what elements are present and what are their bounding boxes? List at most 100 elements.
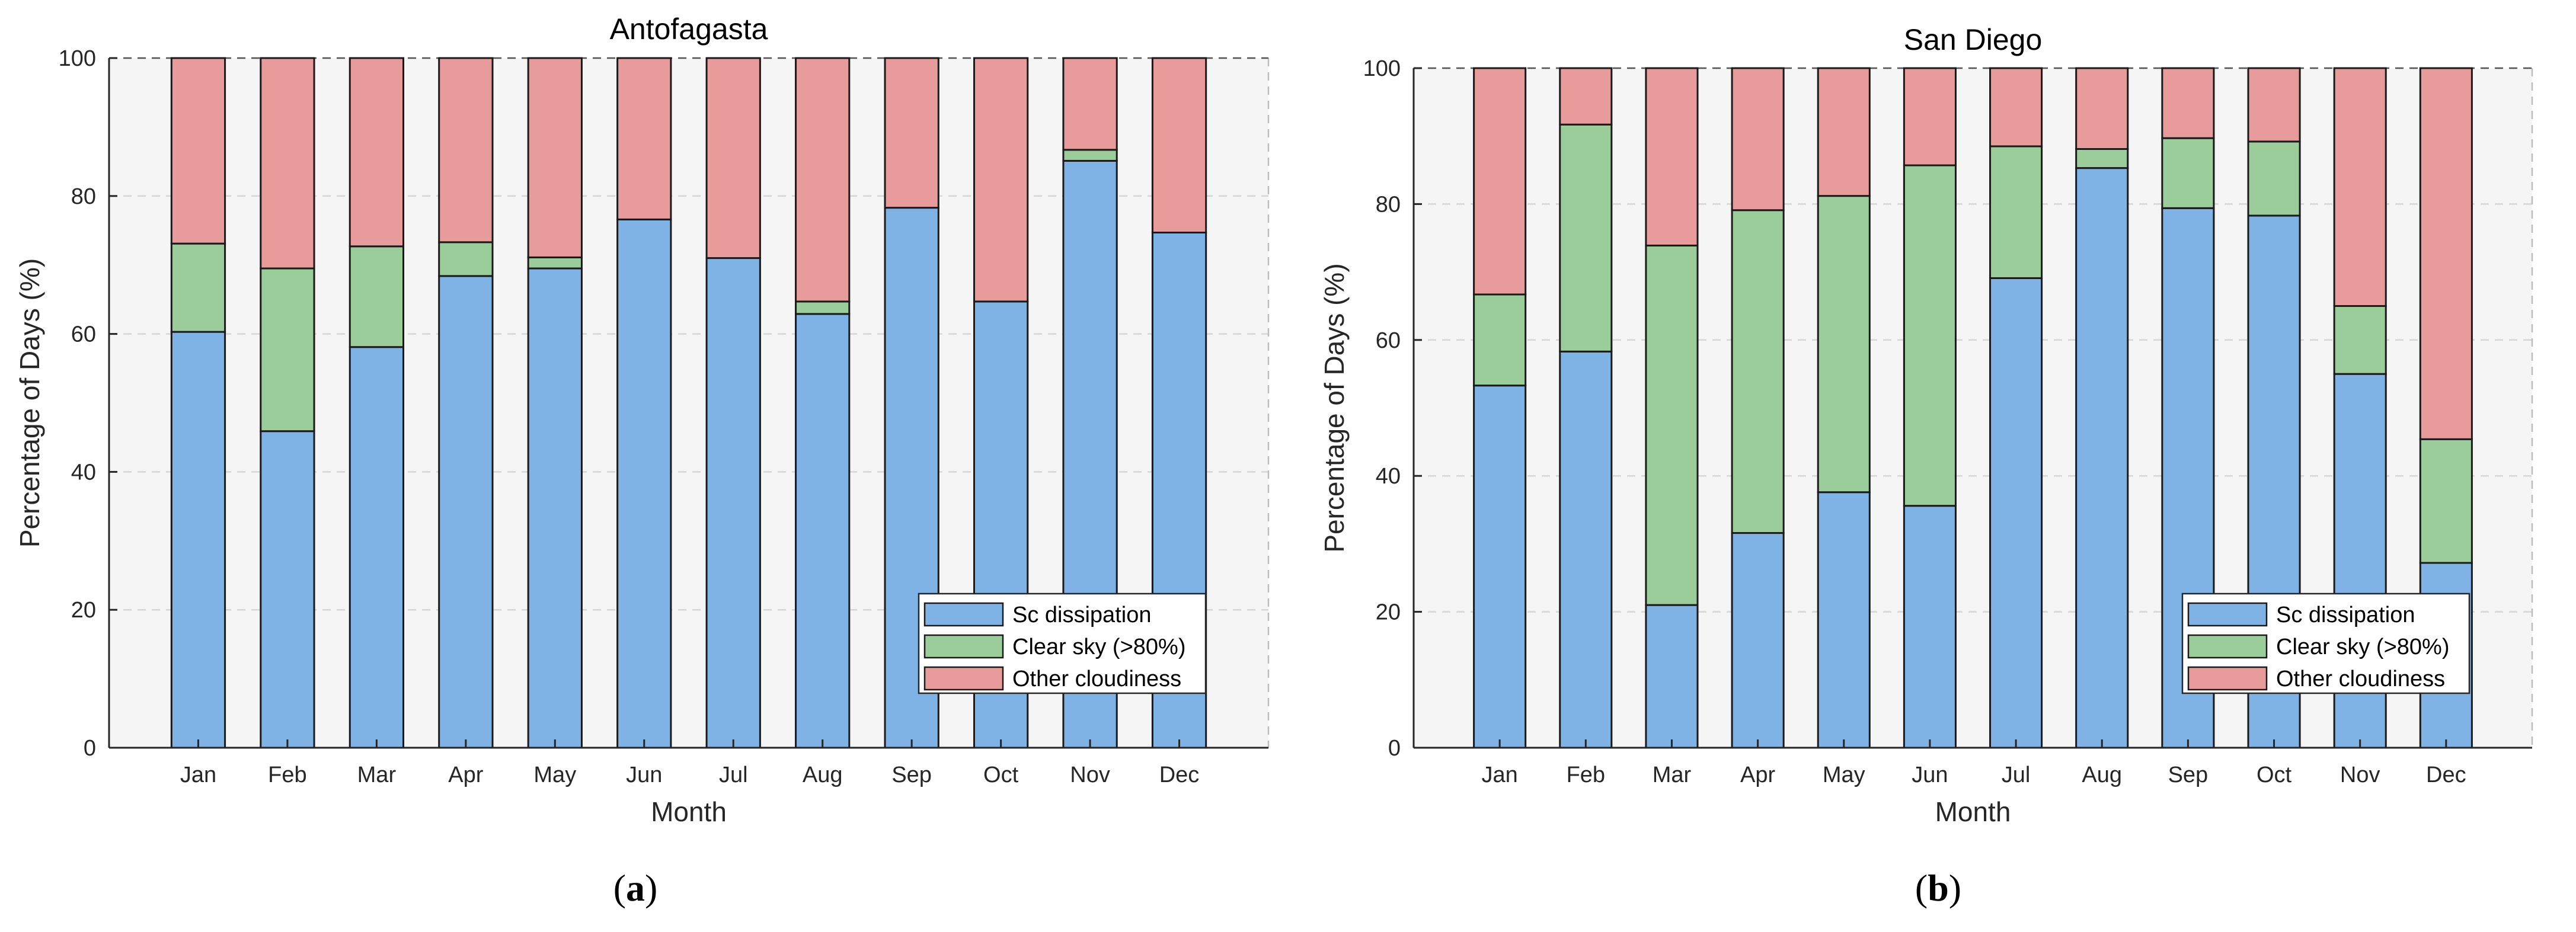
chart-title-antofagasta: Antofagasta [610, 12, 768, 46]
bar-san_diego-feb-sc-dissipation [1559, 350, 1613, 749]
bar-antofagasta-nov-clear-sky [1062, 149, 1118, 162]
bar-san_diego-jan-sc-dissipation [1473, 385, 1527, 749]
bar-san_diego-jan-clear-sky [1473, 293, 1527, 387]
x-axis-label: Month [651, 796, 727, 827]
bar-san_diego-aug-sc-dissipation [2075, 167, 2129, 749]
y-axis-label: Percentage of Days (%) [1319, 263, 1350, 552]
bar-san_diego-apr-sc-dissipation [1731, 532, 1785, 749]
legend-san_diego: Sc dissipation Clear sky (>80%) Other clou… [2181, 592, 2470, 694]
x-tick-label-jan: Jan [180, 763, 216, 787]
bar-san_diego-feb-other-cloudiness [1559, 67, 1613, 126]
x-tick-label-dec: Dec [2426, 763, 2466, 787]
bar-antofagasta-dec-other-cloudiness [1151, 57, 1207, 233]
bar-san_diego-jul-sc-dissipation [1989, 277, 2043, 749]
legend-label-other-cloudiness: Other cloudiness [2276, 667, 2445, 691]
bar-san_diego-nov-other-cloudiness [2333, 67, 2387, 307]
bar-antofagasta-oct-other-cloudiness [973, 57, 1029, 303]
x-tick-label-feb: Feb [268, 763, 306, 787]
bar-san_diego-mar-sc-dissipation [1645, 604, 1699, 749]
y-tick-label-80: 80 [71, 184, 96, 209]
legend-label-other-cloudiness: Other cloudiness [1012, 667, 1181, 691]
x-tick-label-jul: Jul [2002, 763, 2031, 787]
chart-title-san_diego: San Diego [1904, 23, 2043, 56]
bar-antofagasta-jul-other-cloudiness [705, 57, 761, 260]
bar-antofagasta-may-other-cloudiness [527, 57, 583, 258]
bar-san_diego-dec-clear-sky [2419, 438, 2473, 564]
bar-san_diego-may-other-cloudiness [1817, 67, 1871, 197]
panel-label-b: (b) [1915, 867, 1961, 909]
y-tick-label-100: 100 [1363, 56, 1401, 81]
x-tick-label-dec: Dec [1159, 763, 1200, 787]
bar-antofagasta-feb-sc-dissipation [260, 430, 315, 749]
bar-antofagasta-aug-sc-dissipation [795, 313, 851, 749]
y-tick-label-20: 20 [71, 598, 96, 623]
bar-antofagasta-mar-sc-dissipation [349, 346, 405, 749]
bar-antofagasta-sep-other-cloudiness [884, 57, 939, 209]
bar-san_diego-jun-clear-sky [1903, 164, 1957, 507]
x-tick-label-sep: Sep [891, 763, 932, 787]
bar-san_diego-mar-other-cloudiness [1645, 67, 1699, 246]
bar-antofagasta-jan-clear-sky [170, 242, 226, 333]
bar-antofagasta-jun-sc-dissipation [616, 218, 672, 749]
x-axis-label: Month [1935, 796, 2011, 827]
legend-label-clear-sky: Clear sky (>80%) [2276, 635, 2449, 659]
chart-panel-antofagasta: 0 20 40 60 80 100 Jan Feb Mar Apr May Jun Jul Aug Sep O… [14, 12, 1270, 909]
x-tick-label-oct: Oct [2257, 763, 2292, 787]
legend-swatch-clear-sky [923, 634, 1004, 659]
bar-san_diego-sep-clear-sky [2161, 137, 2215, 209]
y-tick-label-20: 20 [1376, 600, 1401, 625]
bar-antofagasta-feb-clear-sky [260, 267, 315, 433]
x-tick-label-aug: Aug [803, 763, 843, 787]
bar-san_diego-aug-clear-sky [2075, 148, 2129, 169]
bar-antofagasta-apr-sc-dissipation [438, 275, 494, 749]
bar-antofagasta-may-clear-sky [527, 256, 583, 270]
bar-san_diego-may-clear-sky [1817, 195, 1871, 494]
y-tick-label-0: 0 [1388, 736, 1401, 761]
bar-san_diego-apr-other-cloudiness [1731, 67, 1785, 212]
legend-label-sc-dissipation: Sc dissipation [2276, 603, 2415, 627]
bar-san_diego-jun-other-cloudiness [1903, 67, 1957, 166]
x-tick-label-mar: Mar [357, 763, 397, 787]
legend-swatch-other-cloudiness [2187, 666, 2268, 691]
x-tick-label-may: May [1823, 763, 1865, 787]
x-tick-label-jun: Jun [1912, 763, 1948, 787]
bar-san_diego-jul-clear-sky [1989, 145, 2043, 279]
bar-san_diego-feb-clear-sky [1559, 123, 1613, 353]
y-tick-label-80: 80 [1376, 192, 1401, 217]
x-tick-label-jul: Jul [719, 763, 748, 787]
bar-antofagasta-jun-other-cloudiness [616, 57, 672, 220]
bar-antofagasta-jul-sc-dissipation [705, 257, 761, 749]
x-tick-label-sep: Sep [2168, 763, 2209, 787]
y-tick-label-40: 40 [71, 460, 96, 485]
legend-label-sc-dissipation: Sc dissipation [1012, 603, 1151, 627]
x-tick-label-jun: Jun [626, 763, 662, 787]
bar-san_diego-sep-other-cloudiness [2161, 67, 2215, 139]
y-axis-label: Percentage of Days (%) [14, 258, 45, 547]
y-tick-label-40: 40 [1376, 464, 1401, 489]
chart-panel-san_diego: 0 20 40 60 80 100 Jan Feb Mar Apr May Jun Jul Aug Sep O… [1319, 23, 2533, 909]
bar-san_diego-apr-clear-sky [1731, 209, 1785, 534]
y-tick-label-0: 0 [84, 736, 96, 761]
legend-swatch-sc-dissipation [2187, 602, 2268, 627]
bar-san_diego-oct-clear-sky [2247, 140, 2301, 217]
legend-swatch-other-cloudiness [923, 666, 1004, 691]
bar-san_diego-nov-clear-sky [2333, 305, 2387, 375]
bar-san_diego-jul-other-cloudiness [1989, 67, 2043, 148]
x-tick-label-apr: Apr [448, 763, 483, 787]
bar-antofagasta-aug-other-cloudiness [795, 57, 851, 303]
bar-antofagasta-mar-other-cloudiness [349, 57, 405, 248]
bar-antofagasta-may-sc-dissipation [527, 267, 583, 749]
x-tick-label-apr: Apr [1740, 763, 1775, 787]
bar-san_diego-aug-other-cloudiness [2075, 67, 2129, 150]
legend-antofagasta: Sc dissipation Clear sky (>80%) Other clou… [918, 592, 1207, 694]
bar-antofagasta-apr-other-cloudiness [438, 57, 494, 244]
bar-san_diego-mar-clear-sky [1645, 244, 1699, 606]
bar-antofagasta-feb-other-cloudiness [260, 57, 315, 270]
bar-san_diego-dec-other-cloudiness [2419, 67, 2473, 440]
y-tick-label-100: 100 [59, 46, 96, 71]
x-tick-label-mar: Mar [1653, 763, 1692, 787]
legend-swatch-clear-sky [2187, 634, 2268, 659]
legend-swatch-sc-dissipation [923, 602, 1004, 627]
